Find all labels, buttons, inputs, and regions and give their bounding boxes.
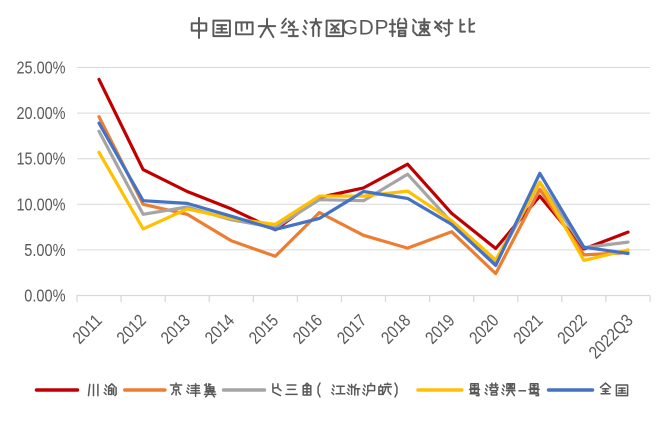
svg-text:15.00%: 15.00% (17, 149, 66, 169)
svg-text:20.00%: 20.00% (17, 103, 66, 123)
svg-text:25.00%: 25.00% (17, 58, 66, 78)
svg-text:GDP: GDP (342, 17, 390, 40)
svg-text:5.00%: 5.00% (24, 240, 65, 260)
svg-text:0.00%: 0.00% (24, 286, 65, 306)
svg-text:10.00%: 10.00% (17, 194, 66, 214)
